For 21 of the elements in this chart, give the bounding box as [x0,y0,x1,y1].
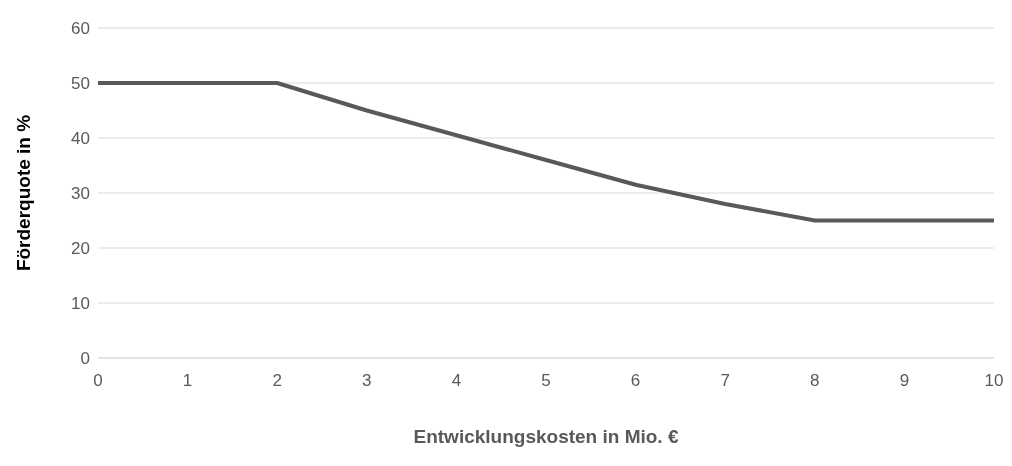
x-tick-label: 0 [93,371,103,391]
x-tick-label: 1 [182,371,193,391]
x-tick-label: 7 [720,371,730,391]
y-axis-title: Förderquote in % [12,114,34,272]
line-series [96,81,996,223]
x-tick-label: 5 [541,371,551,391]
y-tick-label: 60 [71,19,90,39]
y-tick-label: 0 [80,349,90,369]
x-tick-label: 2 [272,371,282,391]
y-tick-label: 20 [71,239,90,259]
x-tick-label: 3 [362,371,372,391]
y-tick-label: 10 [71,294,90,314]
x-tick-label: 10 [984,371,1004,391]
y-tick-label: 30 [71,184,90,204]
x-axis-title: Entwicklungskosten in Mio. € [413,426,679,447]
y-tick-label: 40 [71,129,90,149]
y-tick-label: 50 [71,74,90,94]
x-tick-label: 9 [899,371,910,391]
x-tick-label: 8 [810,371,820,391]
x-tick-label: 6 [630,371,641,391]
x-tick-label: 4 [451,371,462,391]
